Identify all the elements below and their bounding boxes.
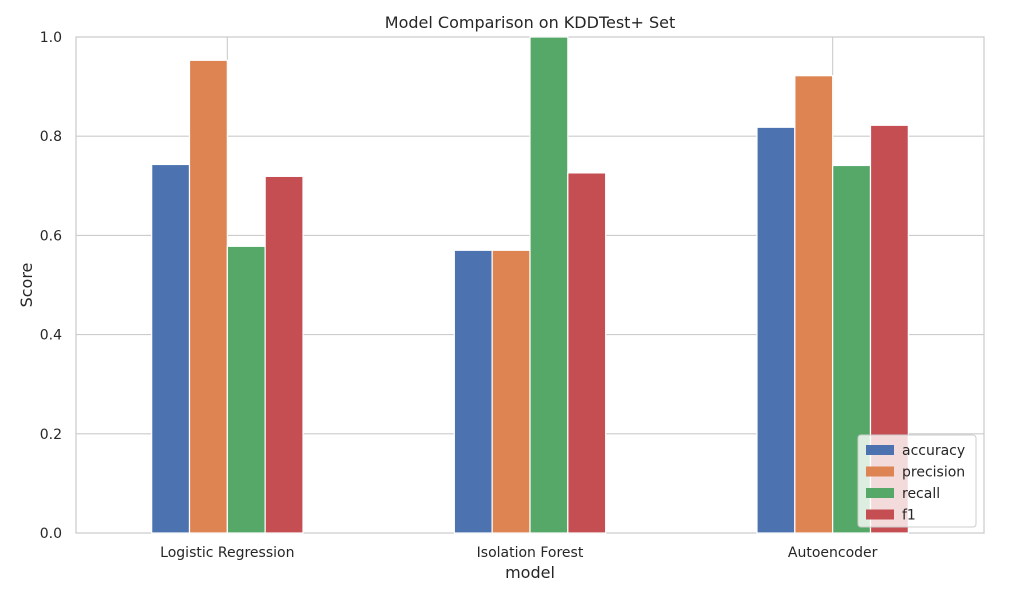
chart-title: Model Comparison on KDDTest+ Set <box>385 13 675 32</box>
bar-precision <box>794 75 834 534</box>
legend-swatch <box>866 509 894 520</box>
bar-precision <box>491 249 531 534</box>
y-tick-label: 0.4 <box>40 328 62 344</box>
legend-label: precision <box>902 465 965 481</box>
y-axis-label: Score <box>17 263 36 308</box>
bar-precision <box>188 59 228 534</box>
legend-label: recall <box>902 486 940 502</box>
legend-label: f1 <box>902 508 916 524</box>
legend-swatch <box>866 466 894 477</box>
x-ticks: Logistic Regression Isolation Forest Autoe… <box>160 545 877 561</box>
legend-label: accuracy <box>902 443 965 459</box>
y-ticks: 0.0 0.2 0.4 0.6 0.8 1.0 <box>40 30 62 542</box>
bar-f1 <box>567 172 607 534</box>
y-tick-label: 0.2 <box>40 427 62 443</box>
x-tick-label: Autoencoder <box>788 545 878 561</box>
y-tick-label: 0.8 <box>40 129 62 145</box>
y-tick-label: 0.0 <box>40 526 62 542</box>
bar-accuracy <box>756 126 796 534</box>
x-tick-label: Logistic Regression <box>160 545 294 561</box>
bar-recall <box>529 36 569 534</box>
x-axis-label: model <box>505 563 555 582</box>
y-tick-label: 1.0 <box>40 30 62 46</box>
bar-recall <box>226 245 266 534</box>
legend: accuracy precision recall f1 <box>857 434 977 528</box>
bars <box>151 36 909 534</box>
bar-accuracy <box>151 163 191 534</box>
legend-swatch <box>866 488 894 498</box>
x-tick-label: Isolation Forest <box>477 545 584 561</box>
legend-swatch <box>866 445 894 455</box>
y-tick-label: 0.6 <box>40 228 62 244</box>
bar-accuracy <box>453 249 493 534</box>
bar-f1 <box>264 175 304 534</box>
legend-box <box>857 434 977 528</box>
